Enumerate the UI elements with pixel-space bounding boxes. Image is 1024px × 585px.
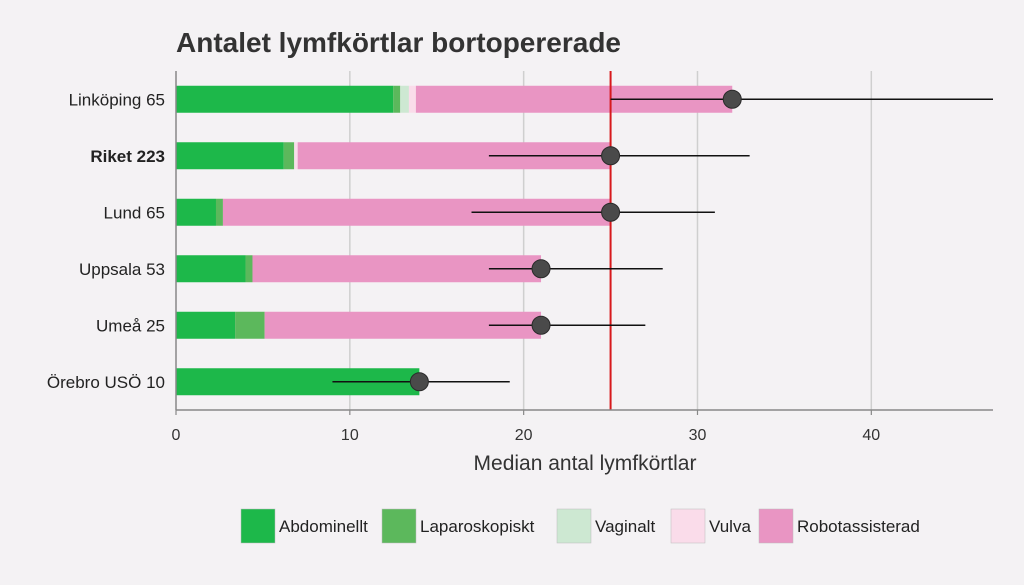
x-tick-label: 40 [862,427,880,444]
bar-segment [176,255,246,283]
median-point [601,202,621,222]
bar-segment [245,255,253,283]
bar-segment [176,311,236,339]
median-point [409,372,429,392]
x-tick-label: 30 [689,427,707,444]
y-tick-label: Umeå 25 [96,316,165,335]
axes-layer: 0 10 20 30 40 Linköping 65 Riket 223 Lund 65 Upp… [47,71,993,444]
x-tick-label: 0 [172,427,181,444]
x-tick-label: 10 [341,427,359,444]
y-tick-label: Uppsala 53 [79,260,165,279]
y-tick-label: Lund 65 [104,203,165,222]
chart-title: Antalet lymfkörtlar bortopererade [176,27,621,58]
median-point [531,259,551,279]
grid-layer [349,71,873,410]
median-point [722,89,742,109]
bar-segment [283,142,295,170]
legend-swatch [556,508,592,544]
legend-swatch [381,508,417,544]
legend-label: Laparoskopiskt [420,517,535,536]
legend-label: Abdominellt [279,517,368,536]
median-point [601,146,621,166]
y-tick-label: Riket 223 [90,147,165,166]
legend-label: Vulva [709,517,751,536]
y-tick-label: Linköping 65 [69,90,165,109]
bar-segment [176,198,216,226]
legend-swatch [670,508,706,544]
bar-segment [176,85,394,113]
x-tick-label: 20 [515,427,533,444]
bar-segment [235,311,265,339]
interval-layer [332,89,993,392]
bar-segment [176,142,284,170]
bar-segment [400,85,409,113]
legend-label: Vaginalt [595,517,655,536]
bar-segment [393,85,401,113]
bar-segment [408,85,416,113]
x-axis-label: Median antal lymfkörtlar [474,452,697,475]
bars-layer [176,85,733,396]
bar-segment [294,142,298,170]
legend: Abdominellt Laparoskopiskt Vaginalt Vulva Ro… [240,508,920,544]
bar-segment [215,198,223,226]
legend-label: Robotassisterad [797,517,920,536]
median-point [531,315,551,335]
legend-swatch [758,508,794,544]
legend-swatch [240,508,276,544]
y-tick-label: Örebro USÖ 10 [47,373,165,392]
